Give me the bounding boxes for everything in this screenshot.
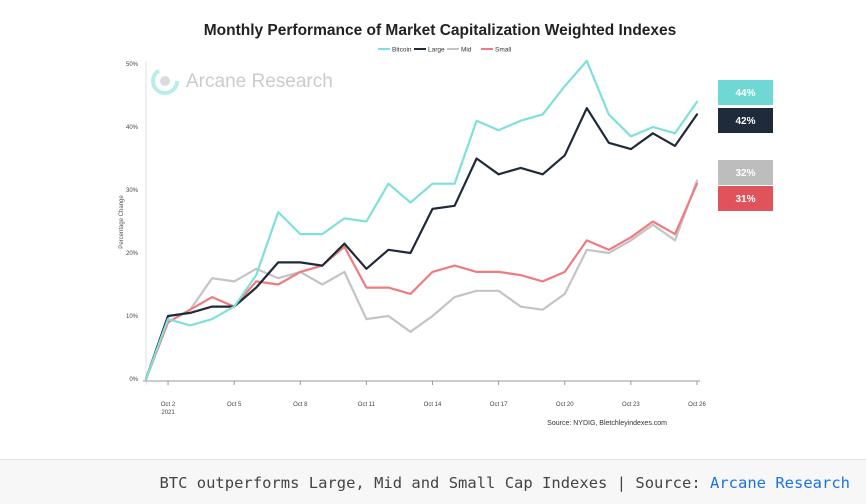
legend-label-bitcoin: Bitcoin [392,47,412,54]
x-tick-label: Oct 14 [424,402,442,408]
chart-area: Arcane Research Monthly Performance of M… [119,22,773,427]
end-label-large: 42% [735,116,755,127]
legend-label-large: Large [428,47,445,54]
chart-title: Monthly Performance of Market Capitaliza… [204,22,677,39]
chart-source: Source: NYDIG, Bletchleyindexes.com [547,420,667,427]
y-tick-label: 20% [126,251,139,257]
end-label-small: 31% [735,194,755,205]
arcane-research-link[interactable]: Arcane Research [710,474,850,492]
x-tick-label: Oct 26 [688,402,706,408]
end-label-box-large [718,108,773,133]
arcane-research-logo: Arcane Research [150,66,333,96]
y-axis-label: Percentage Change [119,195,125,249]
y-tick-label: 50% [126,62,139,68]
x-tick-label: Oct 2 [161,402,176,408]
x-tick-label: Oct 11 [358,402,376,408]
legend-label-mid: Mid [461,47,472,54]
caption: BTC outperforms Large, Mid and Small Cap… [159,474,850,492]
x-tick-label: Oct 20 [556,402,574,408]
end-label-box-mid [718,160,773,185]
y-tick-label: 40% [126,125,139,131]
series-line-large [144,106,699,381]
x-tick-label: Oct 5 [227,402,242,408]
y-tick-label: 30% [126,188,139,194]
line-chart: Monthly Performance of Market Capitaliza… [119,22,773,427]
series-line-bitcoin [144,59,699,381]
x-tick-label: Oct 17 [490,402,508,408]
end-label-box-small [718,186,773,211]
caption-bar: BTC outperforms Large, Mid and Small Cap… [0,459,866,504]
caption-text: BTC outperforms Large, Mid and Small Cap… [159,474,711,492]
series-line-mid [144,179,699,381]
arcane-logo-icon [150,66,180,96]
x-tick-label: Oct 8 [293,402,308,408]
legend-label-small: Small [495,47,512,54]
watermark-text: Arcane Research [186,70,333,92]
y-tick-label: 10% [126,314,139,320]
x-tick-sublabel: 2021 [161,410,175,416]
end-label-box-bitcoin [718,80,773,105]
x-tick-label: Oct 23 [622,402,640,408]
end-label-bitcoin: 44% [735,88,755,99]
y-tick-label: 0% [129,377,138,383]
end-label-mid: 32% [735,168,755,179]
